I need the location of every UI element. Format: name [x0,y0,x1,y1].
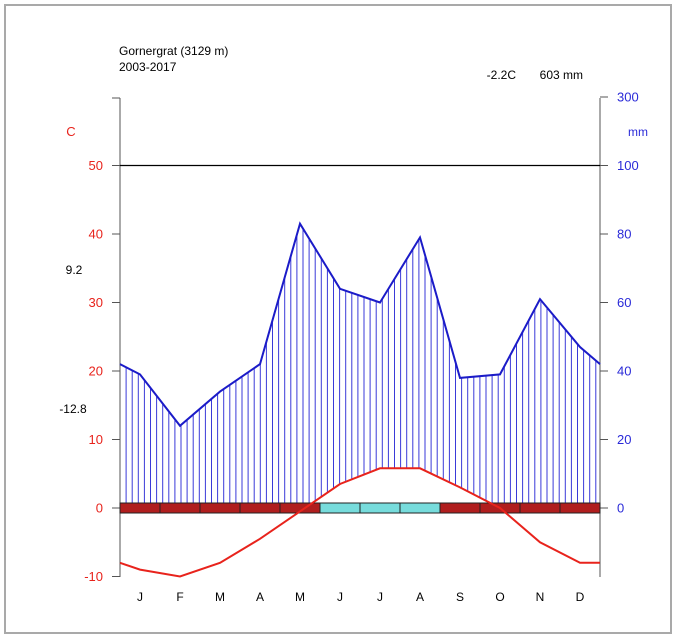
left-axis-tick-label: 10 [89,432,103,447]
left-axis-tick-label: 40 [89,227,103,242]
axes: -10 0 10 20 30 40 50 0 20 40 60 80 100 300 [84,90,639,585]
precipitation-unit-label: mm [628,125,648,139]
temperature-line [119,467,600,578]
frost-month-probable [359,502,401,514]
temperature-unit-label: C [66,124,75,139]
right-axis-tick-label: 0 [617,501,624,516]
month-label: J [377,590,383,604]
frost-bar [119,502,601,514]
frost-month-certain [559,502,601,514]
right-axis-tick-label: 80 [617,227,631,242]
precipitation-hatching [119,228,597,508]
frost-month-probable [399,502,441,514]
frost-month-certain [519,502,561,514]
month-label: D [576,590,585,604]
left-axis-tick-label: 50 [89,158,103,173]
mean-temperature-label: -2.2C [487,68,517,82]
left-axis-tick-label: 0 [96,501,103,516]
precipitation-line [119,221,601,428]
frost-month-certain [119,502,161,514]
month-label: A [256,590,264,604]
month-label: A [416,590,424,604]
frost-month-certain [239,502,281,514]
month-label: S [456,590,464,604]
station-title: Gornergrat (3129 m) [119,44,228,58]
month-label: O [495,590,504,604]
month-label: N [536,590,545,604]
max-temperature-label: 9.2 [66,263,83,277]
right-axis-tick-label: 20 [617,432,631,447]
left-axis-tick-label: -10 [84,569,103,584]
left-axis-tick-label: 30 [89,295,103,310]
min-temperature-label: -12.8 [59,402,87,416]
annual-precipitation-label: 603 mm [540,68,583,82]
month-label: M [215,590,225,604]
frost-month-probable [319,502,361,514]
right-axis-tick-label: 40 [617,364,631,379]
left-axis-tick-label: 20 [89,364,103,379]
period-label: 2003-2017 [119,60,177,74]
frost-month-certain [439,502,481,514]
series-lines [119,221,601,578]
month-label: J [337,590,343,604]
frost-month-certain [159,502,201,514]
month-label: J [137,590,143,604]
right-axis-tick-label: 60 [617,295,631,310]
chart-frame [4,4,672,634]
frost-month-certain [199,502,241,514]
right-axis-tick-label: 100 [617,158,639,173]
month-label: F [176,590,183,604]
month-label: M [295,590,305,604]
right-axis-tick-label: 300 [617,90,639,105]
